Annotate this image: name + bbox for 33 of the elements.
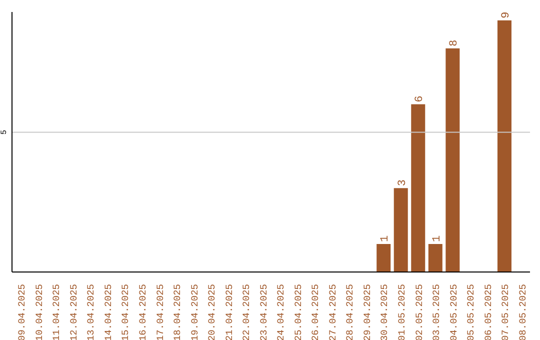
x-tick-label: 22.04.2025 bbox=[241, 284, 252, 340]
x-tick-label: 26.04.2025 bbox=[310, 284, 322, 340]
x-tick-label: 21.04.2025 bbox=[224, 284, 235, 340]
data-label: 6 bbox=[414, 96, 426, 102]
data-label: 1 bbox=[380, 235, 392, 242]
bar bbox=[497, 20, 512, 272]
x-tick-label: 25.04.2025 bbox=[292, 284, 304, 340]
bar bbox=[394, 188, 408, 272]
x-tick-label: 28.04.2025 bbox=[344, 284, 356, 340]
x-tick-label: 24.04.2025 bbox=[276, 284, 287, 340]
bar bbox=[446, 48, 460, 272]
data-label: 1 bbox=[431, 235, 444, 242]
x-tick-label: 18.04.2025 bbox=[172, 284, 184, 340]
x-tick-label: 16.04.2025 bbox=[138, 284, 148, 340]
x-tick-label: 27.04.2025 bbox=[327, 284, 338, 340]
x-tick-label: 23.04.2025 bbox=[258, 284, 270, 340]
bar bbox=[411, 104, 426, 272]
data-label: 9 bbox=[500, 12, 512, 18]
y-tick-label: 5 bbox=[0, 130, 9, 135]
bar bbox=[376, 244, 391, 272]
x-tick-label: 10.04.2025 bbox=[34, 284, 45, 340]
bar bbox=[428, 244, 442, 272]
data-label: 3 bbox=[396, 180, 409, 186]
x-tick-label: 29.04.2025 bbox=[362, 284, 373, 340]
x-tick-label: 12.04.2025 bbox=[68, 284, 80, 340]
x-tick-label: 19.04.2025 bbox=[189, 284, 200, 340]
x-tick-label: 11.04.2025 bbox=[51, 284, 62, 340]
x-tick-label: 20.04.2025 bbox=[206, 284, 218, 340]
x-tick-label: 17.04.2025 bbox=[154, 284, 166, 340]
x-tick-label: 13.04.2025 bbox=[86, 284, 97, 340]
x-tick-label: 15.04.2025 bbox=[120, 284, 132, 340]
data-label: 8 bbox=[448, 40, 461, 46]
x-tick-label: 14.04.2025 bbox=[102, 284, 114, 340]
